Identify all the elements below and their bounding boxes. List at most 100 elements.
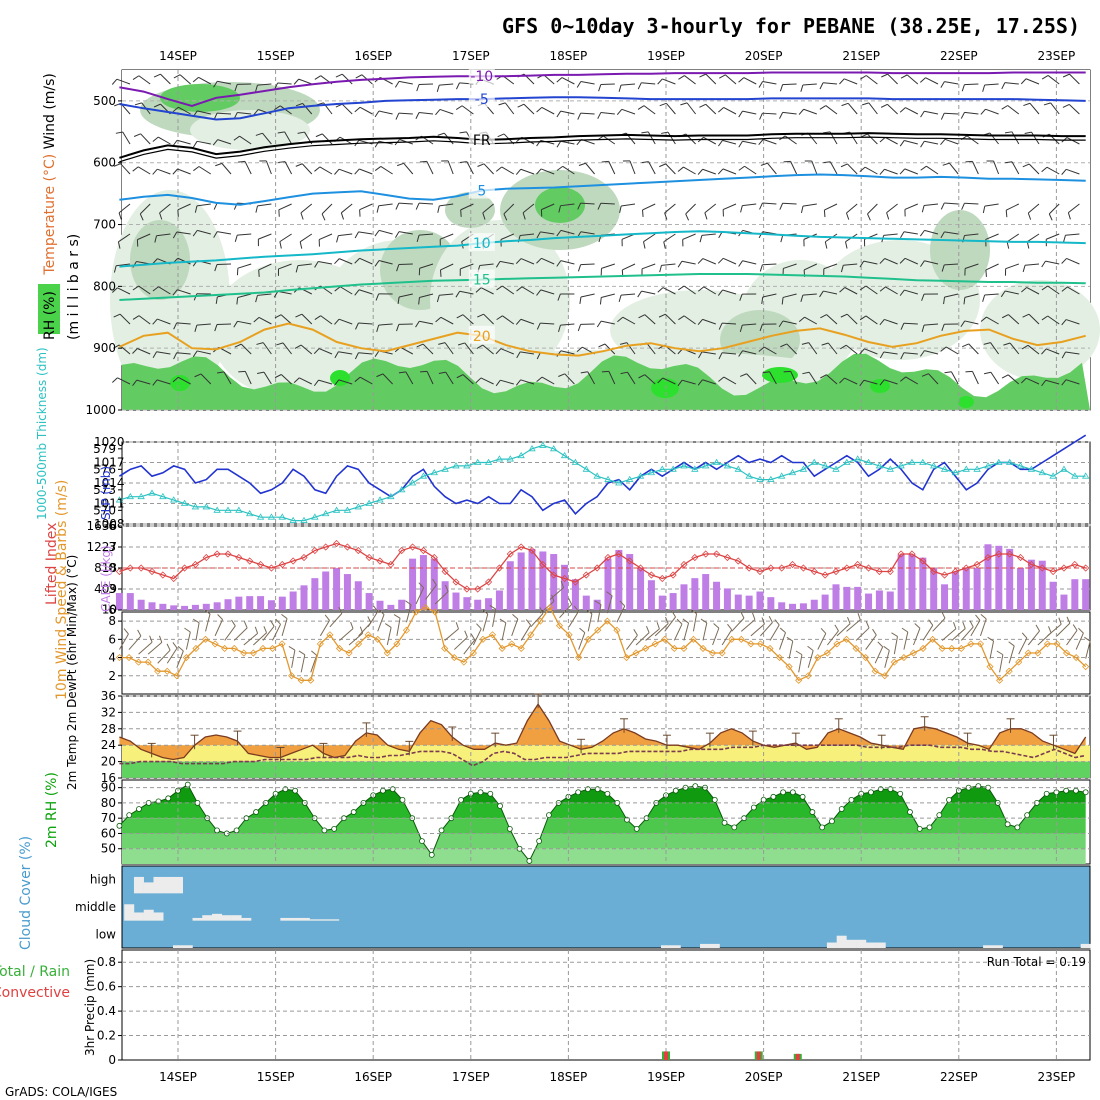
cape-bar (1071, 579, 1079, 610)
wind-barb (378, 203, 393, 207)
wind-barb-flag (376, 324, 380, 332)
wind-barb-flag (659, 265, 662, 273)
wind-barb-flag (940, 202, 945, 210)
wind-speed-marker (1005, 667, 1013, 675)
dewpoint-line (119, 744, 1086, 767)
wind-barb (501, 166, 515, 175)
wind-speed-marker (326, 631, 334, 639)
lifted-marker (148, 567, 156, 576)
wind-barb (560, 323, 575, 326)
wind-barb (999, 654, 1004, 673)
thickness-marker (995, 458, 1003, 465)
cloud-bar-middle (153, 912, 164, 921)
wind-barb-flag (475, 377, 482, 384)
wind-barb (521, 286, 535, 295)
wind-barb (439, 203, 454, 207)
rh-marker (506, 825, 513, 832)
cape-bar (951, 571, 959, 610)
day-label-top: 18SEP (550, 49, 588, 63)
wind-barb (300, 203, 313, 214)
wind-barb (301, 313, 313, 325)
cape-bar (257, 596, 265, 610)
wind-barb (664, 616, 676, 632)
wind-barb-flag (192, 350, 198, 358)
wind-barb (262, 625, 275, 641)
thickness-marker (723, 462, 732, 469)
wind-barb (802, 203, 817, 207)
wind-barb (216, 112, 232, 115)
rh-shade (930, 210, 990, 290)
wind-barb-flag (928, 619, 934, 626)
wind-barb (808, 342, 818, 355)
y-tick-label: 20 (101, 755, 116, 769)
lifted-marker (409, 543, 417, 551)
wind-barb (520, 233, 535, 237)
wind-barb (683, 315, 696, 325)
wind-barb (279, 105, 292, 115)
thickness-marker (180, 499, 189, 506)
wind-barb-flag (819, 82, 824, 90)
day-label-top: 16SEP (354, 49, 392, 63)
day-label-bottom: 16SEP (354, 1070, 392, 1084)
wind-speed-marker (374, 635, 382, 643)
wind-barb-flag (367, 616, 372, 623)
wind-barb (844, 377, 858, 385)
wind-barb (460, 263, 474, 270)
wind-barb-flag (1003, 342, 1011, 346)
wind-barb (520, 318, 535, 325)
cape-bar (191, 604, 199, 610)
wind-barb (884, 650, 890, 668)
wind-barb (906, 74, 919, 85)
wind-barb (453, 636, 468, 650)
wind-barb-flag (556, 260, 562, 267)
wind-barb-flag (1021, 287, 1027, 293)
thickness-marker (463, 462, 471, 469)
wind-barb-flag (783, 160, 791, 163)
wind-barb-flag (883, 645, 890, 651)
y-tick-label: 2 (108, 669, 116, 683)
rh-band (122, 848, 1086, 864)
y-tick-label: 800 (93, 279, 116, 293)
isotherm-label-bg (468, 66, 495, 85)
wind-barb-flag (397, 296, 400, 304)
wind-barb (626, 342, 636, 355)
wind-barb-flag (522, 212, 526, 220)
wind-barb-flag (270, 620, 275, 627)
isotherm-label: 20 (473, 329, 491, 345)
wind-barb-flag (516, 351, 521, 359)
rh-marker (350, 809, 357, 815)
wind-barb (233, 627, 248, 641)
wind-barb (750, 623, 765, 637)
wind-speed-marker (833, 640, 841, 648)
wind-barb (684, 75, 696, 85)
rh-marker (126, 812, 133, 819)
wind-barb-flag (415, 202, 420, 210)
wind-barb (195, 622, 200, 641)
wind-speed-marker (565, 631, 573, 639)
wind-barb (944, 138, 959, 145)
lifted-marker (930, 567, 938, 576)
wind-barb-flag (880, 103, 888, 108)
wind-barb (447, 160, 454, 175)
cape-bar (930, 567, 938, 610)
wind-barb-flag (717, 289, 723, 296)
wind-barb-flag (215, 162, 223, 167)
lifted-marker (712, 550, 721, 558)
lifted-marker (474, 585, 482, 593)
wind-barb (804, 316, 818, 325)
thickness-marker (929, 462, 938, 469)
wind-barb (767, 162, 777, 175)
wind-speed-marker (211, 640, 219, 648)
wind-barb-flag (987, 636, 994, 642)
wind-barb (1029, 102, 1040, 115)
wind-barb (482, 203, 494, 214)
wind-barb-flag (217, 371, 225, 374)
y-tick-label: 8 (108, 614, 116, 628)
wind-barb-flag (779, 203, 784, 210)
wind-barb-flag (1022, 163, 1030, 168)
cloud-bar-low (856, 939, 867, 948)
cape-bar (680, 584, 688, 610)
wind-barb (702, 258, 716, 265)
y-tick-label: 579 (93, 442, 116, 456)
